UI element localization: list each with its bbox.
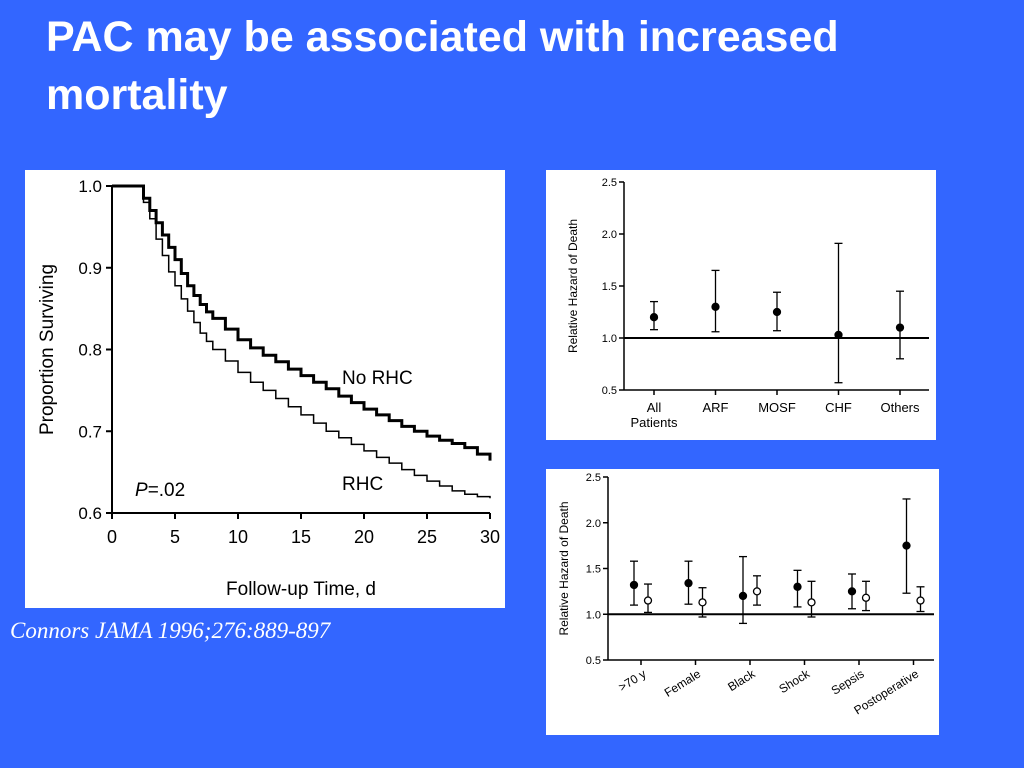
point-open bbox=[698, 598, 707, 607]
x-tick-label: >70 y bbox=[616, 667, 649, 695]
point bbox=[895, 323, 905, 332]
y-tick-label: 1.0 bbox=[602, 333, 617, 345]
y-tick-label: 2.0 bbox=[586, 518, 601, 530]
point-filled bbox=[902, 541, 911, 550]
slide-title: PAC may be associated with increased mor… bbox=[46, 13, 839, 119]
x-tick-label: 10 bbox=[228, 527, 248, 547]
series-label-rhc: RHC bbox=[342, 474, 383, 495]
citation: Connors JAMA 1996;276:889-897 bbox=[10, 618, 331, 643]
x-tick-label: MOSF bbox=[758, 400, 796, 415]
point-open bbox=[861, 593, 871, 602]
x-tick-label: 5 bbox=[170, 527, 180, 547]
x-tick-label: Female bbox=[662, 666, 704, 699]
x-tick-label: CHF bbox=[825, 400, 852, 415]
x-tick-label: 15 bbox=[291, 527, 311, 547]
x-tick-label: Sepsis bbox=[829, 667, 867, 698]
point-filled bbox=[629, 580, 639, 590]
x-tick-label: Shock bbox=[776, 666, 813, 696]
x-tick-label: ARF bbox=[703, 400, 729, 415]
point-filled bbox=[684, 578, 693, 588]
x-tick-label: 20 bbox=[354, 527, 374, 547]
y-tick-label: 0.7 bbox=[78, 422, 102, 441]
point-filled bbox=[847, 587, 857, 596]
y-tick-label: 1.5 bbox=[602, 281, 617, 293]
y-tick-label: 1.0 bbox=[586, 609, 601, 621]
y-tick-label: 0.5 bbox=[602, 385, 617, 397]
y-tick-label: 2.5 bbox=[586, 472, 601, 484]
survival-line-rhc bbox=[112, 185, 491, 499]
hazard-by-diagnosis-chart: 0.5 1.0 1.5 2.0 2.5 Relative Hazard of Death A… bbox=[566, 177, 929, 430]
point-filled bbox=[738, 591, 748, 601]
y-tick-label: 0.5 bbox=[586, 655, 601, 667]
x-tick-label: Black bbox=[725, 666, 758, 694]
y-axis-label: Relative Hazard of Death bbox=[566, 219, 580, 353]
point-open bbox=[643, 596, 653, 605]
hazard-by-subgroup-panel: 0.5 1.0 1.5 2.0 2.5 Relative Hazard of Death >… bbox=[546, 469, 939, 735]
x-tick-label: Others bbox=[880, 400, 920, 415]
hazard-by-subgroup-chart: 0.5 1.0 1.5 2.0 2.5 Relative Hazard of Death >… bbox=[557, 472, 934, 717]
y-tick-label: 0.6 bbox=[78, 504, 102, 523]
hazard-by-diagnosis-panel: 0.5 1.0 1.5 2.0 2.5 Relative Hazard of Death A… bbox=[546, 170, 936, 440]
y-tick-label: 2.0 bbox=[602, 229, 617, 241]
y-axis-label: Relative Hazard of Death bbox=[557, 501, 571, 635]
x-tick-label: 30 bbox=[480, 527, 500, 547]
point bbox=[772, 307, 782, 317]
series-label-no-rhc: No RHC bbox=[342, 368, 413, 389]
y-tick-label: 1.0 bbox=[78, 177, 102, 196]
y-tick-label: 1.5 bbox=[586, 564, 601, 576]
point bbox=[649, 313, 659, 322]
x-tick-label: 0 bbox=[107, 527, 117, 547]
point-open bbox=[752, 587, 762, 596]
x-tick-label: 25 bbox=[417, 527, 437, 547]
survival-curve-chart: 0.6 0.7 0.8 0.9 1.0 0 5 10 15 20 25 30 Follow-up Tim… bbox=[37, 177, 500, 600]
y-axis-label: Proportion Surviving bbox=[37, 264, 58, 435]
x-axis-label: Follow-up Time, d bbox=[226, 579, 376, 600]
x-tick-label: All Patients bbox=[631, 400, 678, 430]
survival-curve-panel: 0.6 0.7 0.8 0.9 1.0 0 5 10 15 20 25 30 Follow-up Tim… bbox=[25, 170, 505, 608]
point-filled bbox=[793, 582, 802, 591]
point-open bbox=[807, 598, 816, 607]
p-value-annotation: P=.02 bbox=[135, 480, 185, 501]
point bbox=[834, 330, 843, 340]
point bbox=[711, 302, 720, 311]
y-tick-label: 2.5 bbox=[602, 177, 617, 189]
survival-line-no-rhc bbox=[112, 184, 492, 461]
y-tick-label: 0.9 bbox=[78, 259, 102, 278]
point-open bbox=[916, 596, 925, 605]
y-tick-label: 0.8 bbox=[78, 341, 102, 360]
